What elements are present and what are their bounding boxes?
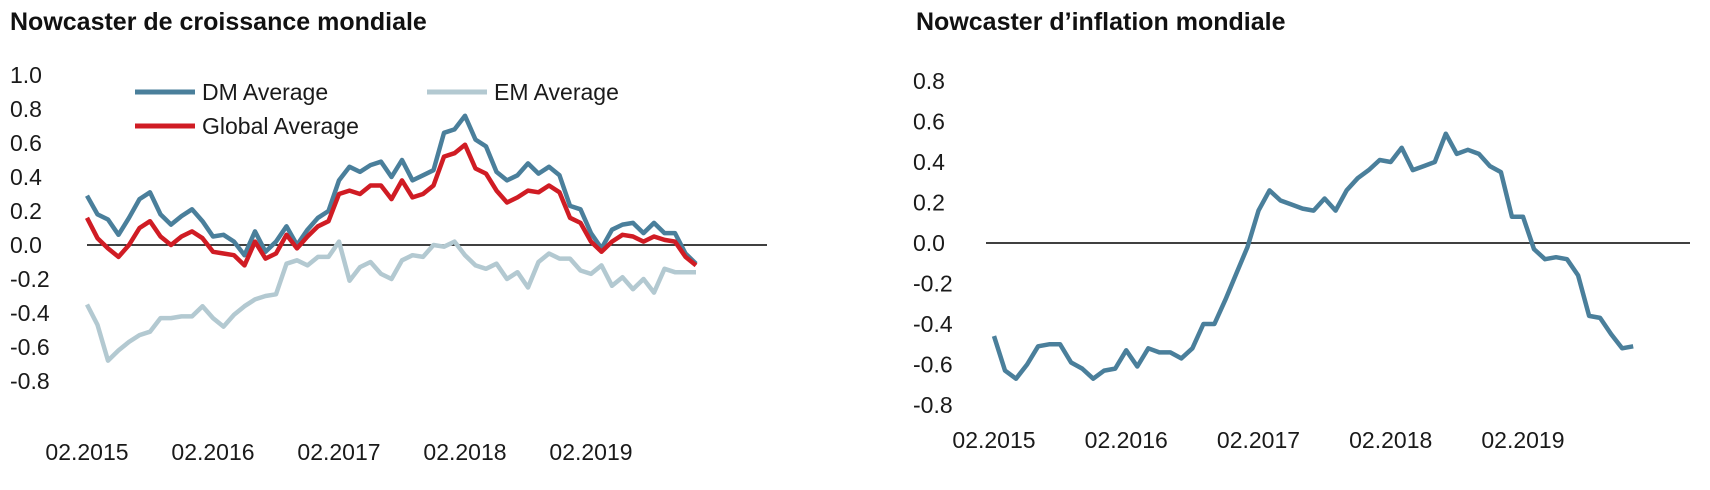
growth-ytick-label: 0.4 (10, 164, 42, 190)
inflation-xtick-label: 02.2017 (1217, 427, 1300, 453)
growth-xtick-label: 02.2015 (45, 439, 128, 465)
inflation-ytick-label: 0.2 (913, 190, 945, 216)
inflation-ytick-label: -0.2 (913, 271, 953, 297)
growth-xtick-label: 02.2018 (423, 439, 506, 465)
growth-line-dm-average (85, 113, 698, 266)
growth-ytick-label: 1.0 (10, 62, 42, 88)
growth-line-global-average (84, 142, 698, 268)
growth-ytick-label: 0.0 (10, 232, 42, 258)
growth-ytick-label: -0.4 (10, 300, 50, 326)
growth-chart: 1.0 0.8 0.6 0.4 0.2 0.0 -0.2 -0.4 -0.6 -0.8 02.201… (10, 62, 767, 465)
growth-ytick-label: -0.6 (10, 334, 50, 360)
inflation-line-series-0 (991, 131, 1634, 381)
inflation-ytick-label: -0.8 (913, 392, 953, 418)
inflation-ytick-label: 0.6 (913, 109, 945, 135)
inflation-chart: 0.8 0.6 0.4 0.2 0.0 -0.2 -0.4 -0.6 -0.8 02.2015 02… (913, 68, 1690, 453)
growth-ytick-label: 0.2 (10, 198, 42, 224)
inflation-ytick-label: 0.4 (913, 149, 945, 175)
inflation-xtick-label: 02.2019 (1481, 427, 1564, 453)
inflation-ytick-label: -0.6 (913, 352, 953, 378)
inflation-ytick-label: 0.0 (913, 230, 945, 256)
growth-chart-panel: Nowcaster de croissance mondiale 1.0 0.8 0… (10, 8, 767, 465)
inflation-ytick-label: 0.8 (913, 68, 945, 94)
inflation-xtick-label: 02.2015 (952, 427, 1035, 453)
growth-legend-label-dm-average: DM Average (202, 79, 328, 105)
growth-legend-label-global-average: Global Average (202, 113, 359, 139)
growth-xtick-label: 02.2019 (549, 439, 632, 465)
growth-line-em-average (84, 239, 696, 363)
inflation-chart-panel: Nowcaster d’inflation mondiale 0.8 0.6 0.4… (900, 0, 1710, 490)
inflation-xtick-label: 02.2016 (1085, 427, 1168, 453)
inflation-ytick-label: -0.4 (913, 311, 953, 337)
growth-ytick-label: 0.8 (10, 96, 42, 122)
growth-xtick-label: 02.2016 (171, 439, 254, 465)
growth-xtick-label: 02.2017 (297, 439, 380, 465)
inflation-chart-title: Nowcaster d’inflation mondiale (916, 8, 1286, 36)
growth-ytick-label: -0.2 (10, 266, 50, 292)
growth-ytick-label: 0.6 (10, 130, 42, 156)
growth-ytick-label: -0.8 (10, 368, 50, 394)
growth-legend-label-em-average: EM Average (494, 79, 619, 105)
growth-chart-title: Nowcaster de croissance mondiale (10, 8, 427, 36)
inflation-xtick-label: 02.2018 (1349, 427, 1432, 453)
